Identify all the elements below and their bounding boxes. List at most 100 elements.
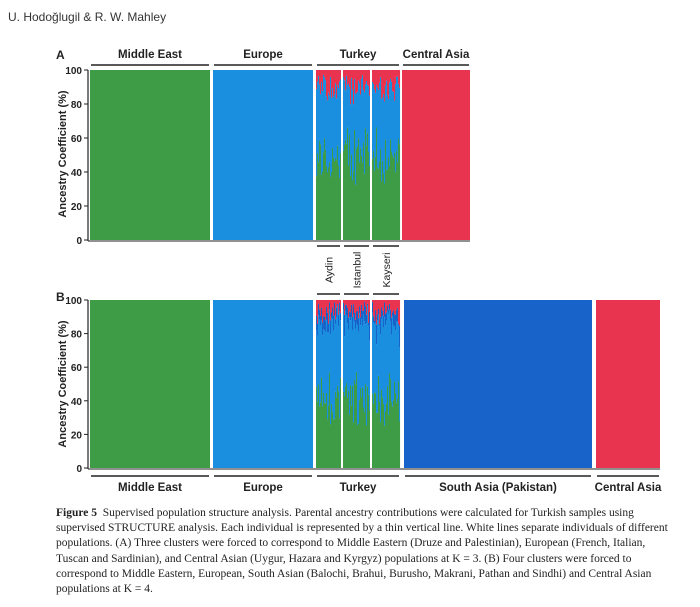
- individual-segment: [396, 300, 398, 311]
- individual-segment: [373, 404, 375, 468]
- individual-segment: [378, 89, 380, 169]
- individual-segment: [318, 303, 320, 316]
- individual-segment: [351, 304, 353, 318]
- individual-segment: [320, 316, 322, 326]
- individual-segment: [340, 300, 342, 314]
- individual-segment: [335, 319, 337, 324]
- individual-segment: [363, 142, 365, 240]
- individual-segment: [378, 70, 380, 90]
- individual-segment: [331, 172, 333, 240]
- individual-segment: [323, 74, 325, 153]
- individual-segment: [369, 300, 371, 312]
- individual-segment: [360, 317, 362, 326]
- individual-segment: [396, 321, 398, 403]
- individual-segment: [343, 391, 345, 468]
- individual-segment: [390, 300, 392, 310]
- individual-segment: [386, 170, 388, 240]
- individual-segment: [384, 425, 386, 468]
- individual-segment: [339, 178, 341, 240]
- individual-segment: [331, 300, 333, 313]
- individual-segment: [376, 344, 378, 414]
- individual-segment: [353, 171, 355, 240]
- individual-segment: [389, 372, 391, 468]
- individual-segment: [320, 70, 322, 95]
- individual-segment: [387, 95, 389, 170]
- individual-segment: [340, 152, 342, 240]
- individual-segment: [323, 70, 325, 75]
- individual-segment: [377, 314, 379, 321]
- individual-segment: [365, 306, 367, 325]
- individual-segment: [398, 300, 400, 324]
- individual-segment: [339, 311, 341, 419]
- individual-segment: [328, 92, 330, 168]
- individual-segment: [358, 331, 360, 424]
- individual-segment: [393, 325, 395, 401]
- individual-segment: [348, 390, 350, 468]
- individual-segment: [385, 85, 387, 140]
- individual-segment: [377, 320, 379, 413]
- individual-segment: [375, 393, 377, 468]
- individual-segment: [379, 300, 381, 325]
- individual-segment: [356, 372, 358, 468]
- individual-segment: [378, 300, 380, 310]
- individual-segment: [316, 330, 318, 388]
- individual-segment: [316, 89, 318, 177]
- individual-segment: [399, 300, 401, 326]
- individual-segment: [362, 300, 364, 311]
- individual-segment: [321, 174, 323, 240]
- individual-segment: [399, 347, 401, 422]
- individual-segment: [383, 70, 385, 94]
- individual-segment: [381, 300, 383, 308]
- individual-segment: [334, 94, 336, 162]
- individual-segment: [322, 335, 324, 407]
- individual-segment: [348, 83, 350, 166]
- individual-segment: [372, 394, 374, 468]
- individual-segment: [354, 312, 356, 322]
- y-tick-label: 20: [71, 202, 83, 213]
- individual-segment: [351, 154, 353, 240]
- individual-segment: [368, 70, 370, 87]
- individual-segment: [317, 323, 319, 336]
- individual-segment: [360, 147, 362, 240]
- individual-segment: [397, 76, 399, 163]
- population-label-a: Turkey: [340, 49, 377, 61]
- south-asia-block: [404, 300, 592, 468]
- individual-segment: [377, 167, 379, 240]
- individual-segment: [325, 320, 327, 332]
- individual-segment: [388, 70, 390, 100]
- individual-segment: [348, 165, 350, 240]
- individual-segment: [368, 300, 370, 323]
- individual-segment: [391, 402, 393, 468]
- individual-segment: [390, 309, 392, 322]
- individual-segment: [385, 70, 387, 86]
- individual-segment: [390, 78, 392, 140]
- individual-segment: [359, 313, 361, 401]
- individual-segment: [338, 326, 340, 392]
- individual-segment: [322, 322, 324, 336]
- individual-segment: [320, 402, 322, 468]
- individual-segment: [374, 70, 376, 90]
- individual-segment: [349, 311, 351, 318]
- individual-segment: [318, 384, 320, 468]
- individual-segment: [394, 326, 396, 382]
- individual-segment: [368, 325, 370, 395]
- individual-segment: [336, 98, 338, 161]
- individual-segment: [353, 304, 355, 315]
- individual-segment: [372, 159, 374, 240]
- individual-segment: [321, 377, 323, 468]
- individual-segment: [317, 70, 319, 82]
- y-tick-label: 100: [65, 66, 82, 77]
- individual-segment: [369, 95, 371, 167]
- individual-segment: [396, 76, 398, 151]
- individual-segment: [327, 332, 329, 420]
- individual-segment: [325, 331, 327, 404]
- individual-segment: [333, 300, 335, 316]
- individual-segment: [331, 70, 333, 98]
- individual-segment: [345, 139, 347, 240]
- individual-segment: [394, 314, 396, 327]
- individual-segment: [357, 310, 359, 325]
- individual-segment: [330, 333, 332, 425]
- individual-segment: [388, 300, 390, 310]
- individual-segment: [316, 387, 318, 468]
- panel-a-ylabel: Ancestry Coefficient (%): [57, 90, 69, 217]
